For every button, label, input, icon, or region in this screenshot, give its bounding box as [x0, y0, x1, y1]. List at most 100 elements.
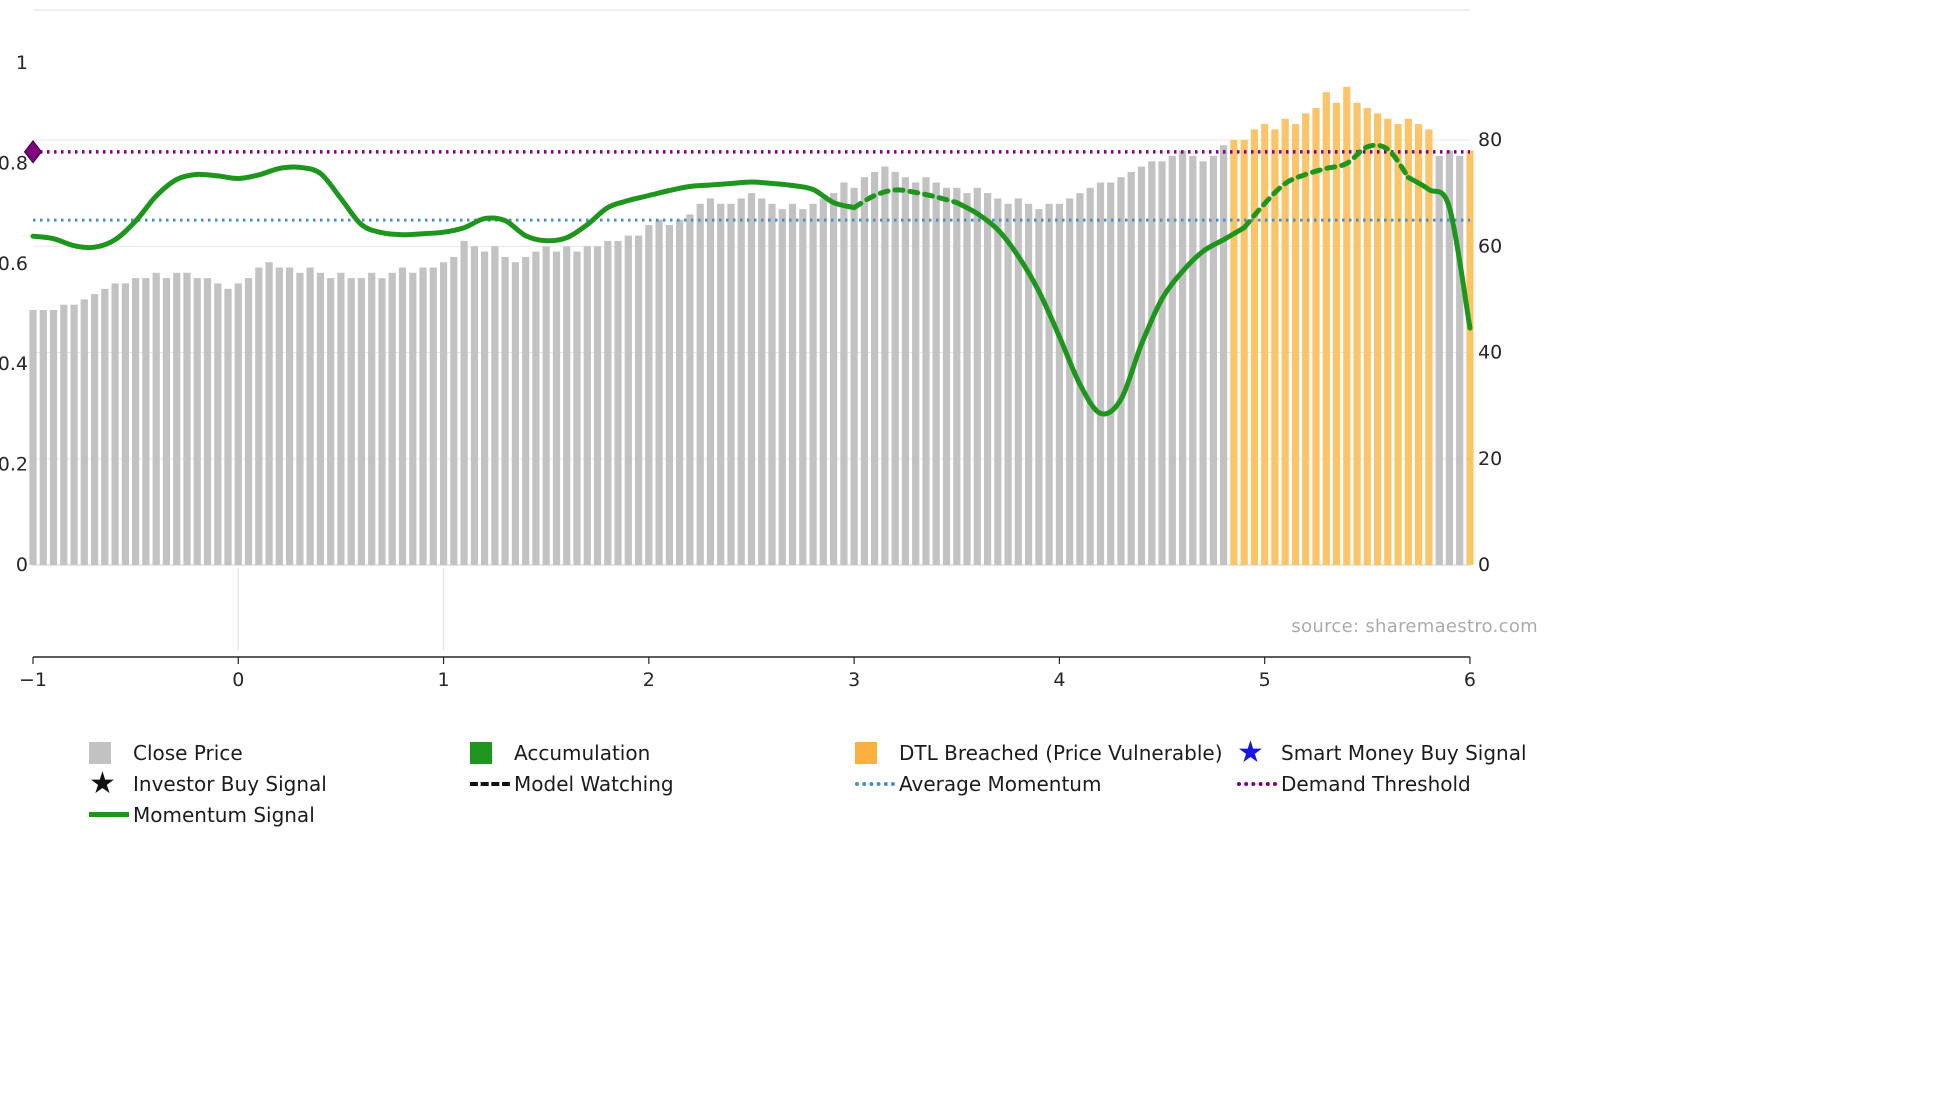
close-price-bar — [481, 251, 489, 565]
close-price-bar — [470, 246, 478, 566]
close-price-bar — [337, 272, 345, 565]
close-price-bar — [450, 256, 458, 565]
legend-column-2: Accumulation Model Watching — [470, 737, 674, 799]
close-price-bar — [173, 272, 181, 565]
legend-item-average-momentum: Average Momentum — [855, 768, 1223, 799]
close-price-bar — [1148, 161, 1156, 566]
close-price-bar — [460, 240, 468, 565]
close-price-bar — [101, 288, 109, 566]
close-price-bar — [1456, 155, 1464, 565]
y-left-tick-label: 0 — [16, 554, 28, 576]
close-price-bar — [901, 177, 909, 565]
close-price-bar — [244, 278, 253, 565]
dtl-breached-bar — [1332, 102, 1341, 566]
dtl-breached-swatch-icon — [855, 741, 877, 764]
close-price-bar — [819, 198, 827, 565]
blue-dotted-line-icon — [855, 781, 895, 786]
momentum-line-dashed-segment — [851, 187, 960, 211]
close-price-bar — [727, 203, 735, 566]
dtl-breached-bar — [1230, 140, 1238, 565]
close-price-bar — [1158, 161, 1166, 566]
close-price-bar — [1189, 155, 1197, 565]
close-price-bar — [624, 235, 632, 565]
close-price-bar — [275, 267, 283, 565]
close-price-bar — [758, 198, 766, 565]
close-price-bar — [193, 278, 201, 565]
close-price-bar — [665, 225, 673, 565]
close-price-bar — [491, 246, 499, 566]
y-left-tick-label: 0.6 — [0, 253, 28, 275]
close-price-bar — [1035, 209, 1043, 565]
close-price-bar — [142, 278, 150, 565]
close-price-bar — [635, 235, 643, 565]
blue-star-icon: ★ — [1237, 734, 1264, 770]
dtl-breached-bar — [1353, 102, 1361, 566]
close-price-bar — [593, 246, 602, 566]
y-right-tick-label: 20 — [1478, 448, 1502, 470]
close-price-bar — [1055, 203, 1063, 566]
legend-label: Close Price — [133, 740, 243, 765]
close-price-bar — [583, 246, 591, 566]
close-price-bar — [696, 203, 704, 566]
close-price-bar — [214, 283, 222, 565]
x-tick-label: −1 — [19, 669, 47, 691]
legend-item-smart-money-buy-signal: ★ Smart Money Buy Signal — [1237, 737, 1527, 768]
y-left-tick-label: 1 — [16, 52, 28, 74]
close-price-bar — [1168, 155, 1176, 565]
dtl-breached-bar — [1466, 150, 1474, 565]
x-tick-label: 0 — [232, 669, 244, 691]
dtl-breached-bar — [1271, 129, 1279, 565]
legend-item-demand-threshold: Demand Threshold — [1237, 768, 1527, 799]
legend-item-momentum-signal: Momentum Signal — [89, 799, 327, 830]
y-right-tick-label: 0 — [1478, 554, 1490, 576]
close-price-bar — [1209, 155, 1217, 565]
dtl-breached-bar — [1363, 108, 1371, 565]
close-price-bar — [552, 251, 561, 565]
dtl-breached-bar — [1343, 86, 1351, 566]
close-price-bar — [70, 304, 78, 565]
close-price-bar — [429, 267, 437, 565]
close-price-bar — [860, 177, 868, 565]
close-price-bar — [398, 267, 407, 565]
y-left-tick-label: 0.2 — [0, 454, 28, 476]
x-tick-label: 3 — [848, 669, 860, 691]
close-price-bar — [881, 166, 889, 565]
close-price-bar — [932, 182, 940, 565]
source-note: source: sharemaestro.com — [1291, 616, 1538, 637]
close-price-bar — [809, 203, 817, 566]
close-price-bar — [1199, 161, 1207, 566]
dashed-line-icon — [470, 781, 510, 786]
close-price-bar — [121, 283, 129, 565]
close-price-bar — [563, 246, 571, 566]
legend-label: Demand Threshold — [1281, 771, 1471, 796]
purple-dotted-line-icon — [1237, 781, 1277, 786]
close-price-bar — [357, 278, 365, 565]
close-price-bar — [963, 193, 971, 565]
close-price-bar — [768, 203, 776, 566]
y-left-tick-label: 0.8 — [0, 152, 28, 174]
close-price-bar — [942, 187, 951, 566]
legend-label: Average Momentum — [899, 771, 1102, 796]
close-price-bar — [1086, 187, 1094, 566]
close-price-bar — [39, 310, 47, 565]
x-tick-label: 1 — [438, 669, 450, 691]
legend-label: Investor Buy Signal — [133, 771, 327, 796]
close-price-bar — [542, 246, 550, 566]
y-right-tick-label: 80 — [1478, 129, 1502, 151]
close-price-bar — [645, 225, 653, 565]
dtl-breached-bar — [1404, 118, 1412, 566]
close-price-bar — [850, 187, 858, 566]
momentum-line-segment — [30, 164, 857, 251]
close-price-bar — [799, 209, 807, 565]
dtl-breached-bar — [1250, 129, 1258, 565]
close-price-bar — [522, 256, 530, 565]
dtl-breached-bar — [1281, 118, 1289, 566]
close-price-bar — [378, 278, 386, 565]
dtl-breached-bar — [1394, 124, 1402, 565]
close-price-bar — [224, 288, 232, 566]
dtl-breached-bar — [1374, 113, 1382, 566]
close-price-bar — [1445, 150, 1453, 565]
close-price-bar — [706, 198, 714, 565]
dtl-breached-bar — [1291, 124, 1300, 565]
legend-label: Model Watching — [514, 771, 674, 796]
